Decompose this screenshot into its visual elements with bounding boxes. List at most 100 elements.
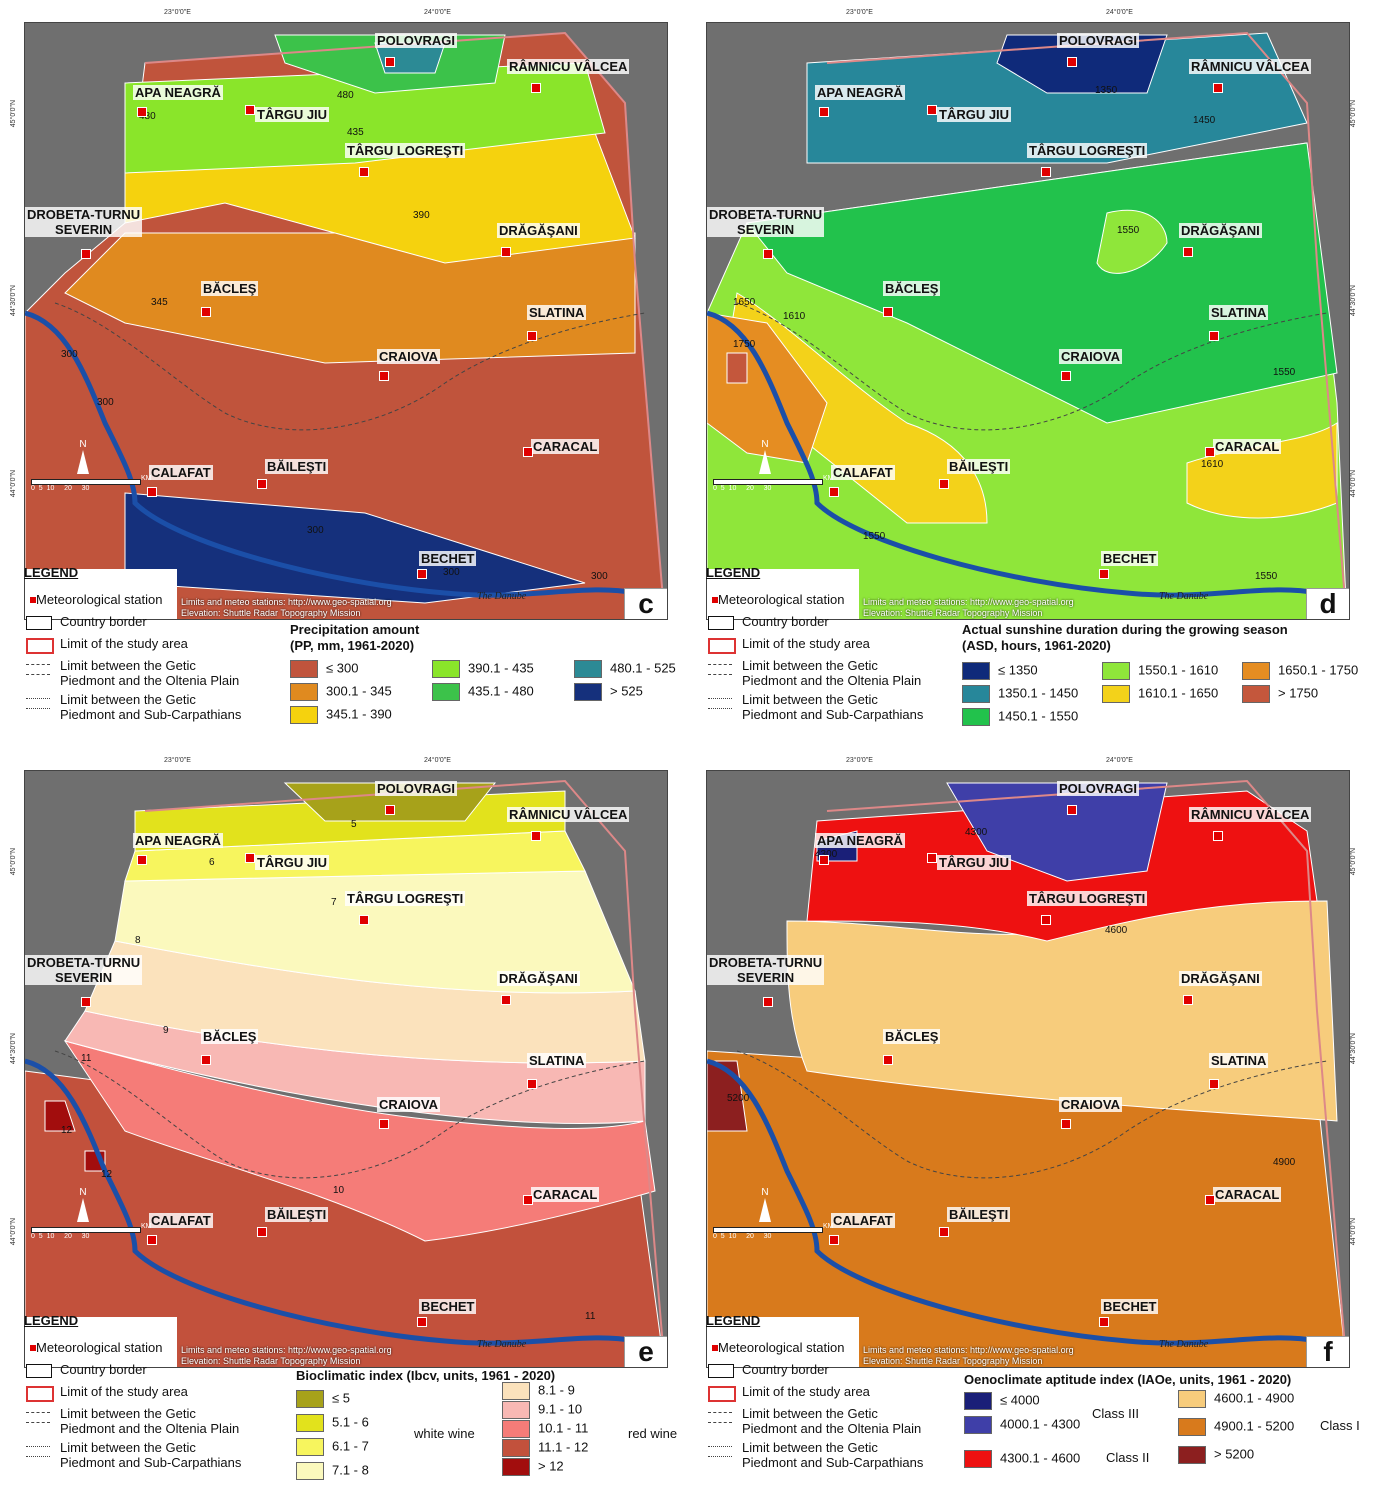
station-apa-e bbox=[137, 855, 147, 865]
label-drobeta-d: DROBETA-TURNU SEVERIN bbox=[707, 207, 825, 237]
label-calafat-c: CALAFAT bbox=[149, 465, 213, 480]
label-drobeta-d-1: DROBETA-TURNU bbox=[709, 207, 823, 222]
label-drobeta-e-2: SEVERIN bbox=[55, 970, 113, 985]
legend-title-c: LEGEND bbox=[24, 565, 79, 580]
label-ramnicu-e: RÂMNICU VÂLCEA bbox=[507, 807, 630, 822]
label-targujiu-e: TÂRGU JIU bbox=[255, 855, 330, 870]
north-arrow-icon-c bbox=[77, 450, 89, 474]
class-e-6-label: 10.1 - 11 bbox=[538, 1420, 589, 1436]
legend-limit-c: Limit of the study area bbox=[60, 636, 188, 651]
class-d-3-label: 1550.1 - 1610 bbox=[1138, 662, 1219, 678]
scale-unit-d: KM bbox=[823, 475, 834, 482]
source-d-1: Limits and meteo stations: http://www.ge… bbox=[863, 597, 1074, 607]
class-d-2-label: 1450.1 - 1550 bbox=[998, 708, 1079, 724]
legend-bg-e bbox=[25, 1317, 177, 1367]
legend-row-getic1-e: Limit between the Getic Piedmont and the … bbox=[24, 1406, 284, 1440]
iso-c-1: 435 bbox=[347, 127, 364, 138]
label-craiova-e: CRAIOVA bbox=[377, 1097, 440, 1112]
station-calafat-d bbox=[829, 487, 839, 497]
station-ramnicu-e bbox=[531, 831, 541, 841]
label-targujiu-f: TÂRGU JIU bbox=[937, 855, 1012, 870]
label-calafat-f: CALAFAT bbox=[831, 1213, 895, 1228]
class-title-e-1: Bioclimatic index (Ibcv, units, 1961 - 2… bbox=[296, 1368, 556, 1383]
legend-row-getic1-f: Limit between the Getic Piedmont and the … bbox=[706, 1406, 966, 1440]
label-caracal-f: CARACAL bbox=[1213, 1187, 1282, 1202]
class-d-2: 1450.1 - 1550 bbox=[962, 708, 1078, 726]
scale-bar-d bbox=[713, 479, 823, 485]
north-arrow-c: N bbox=[75, 439, 91, 474]
label-polovragi-e: POLOVRAGI bbox=[375, 781, 458, 796]
north-arrow-f: N bbox=[757, 1187, 773, 1222]
river-label-f: The Danube bbox=[1159, 1339, 1209, 1350]
class-e-3-label: 7.1 - 8 bbox=[332, 1462, 369, 1478]
station-ramnicu-c bbox=[531, 83, 541, 93]
scale-ticks-d: 0 5 10 20 30 bbox=[713, 485, 772, 492]
label-bechet-c: BECHET bbox=[419, 551, 477, 566]
station-bailesti-d bbox=[939, 479, 949, 489]
coord-top-24: 24°0'0"E bbox=[424, 9, 451, 16]
iso-e-5: 11 bbox=[81, 1053, 92, 1064]
label-bacles-d: BĂCLEŞ bbox=[883, 281, 941, 296]
legend-getic1b-f: Piedmont and the Oltenia Plain bbox=[742, 1421, 922, 1436]
label-polovragi-d: POLOVRAGI bbox=[1057, 33, 1140, 48]
north-label-e: N bbox=[79, 1187, 87, 1198]
class-c-3-label: 390.1 - 435 bbox=[468, 660, 534, 676]
source-e-2: Elevation: Shuttle Radar Topography Miss… bbox=[181, 1356, 361, 1366]
legend-getic2-e: Limit between the Getic Piedmont and Sub-… bbox=[60, 1440, 241, 1470]
coord-side-44: 44°0'0"N bbox=[10, 470, 17, 498]
iso-c-4: 300 bbox=[61, 349, 78, 360]
legend-row-limit-d: Limit of the study area bbox=[706, 636, 966, 658]
class-i-label: Class I bbox=[1320, 1418, 1360, 1433]
class-f-4: 4900.1 - 5200 bbox=[1178, 1418, 1294, 1436]
legend-station-d: Meteorological station bbox=[718, 592, 845, 607]
iso-d-9: 1550 bbox=[1255, 571, 1278, 582]
station-slatina-f bbox=[1209, 1079, 1219, 1089]
north-label-d: N bbox=[761, 439, 769, 450]
class-legend-c: Precipitation amount (PP, mm, 1961-2020)… bbox=[290, 622, 716, 724]
legend-bg-f bbox=[707, 1317, 859, 1367]
map-d: 1350 1450 1550 1650 1610 1750 1550 1610 … bbox=[706, 22, 1350, 620]
label-bechet-e: BECHET bbox=[419, 1299, 477, 1314]
label-caracal-c: CARACAL bbox=[531, 439, 600, 454]
scale-ticks-e: 0 5 10 20 30 bbox=[31, 1233, 90, 1240]
getic-plain-limit-icon bbox=[26, 1412, 50, 1423]
swatch-e-2 bbox=[296, 1438, 324, 1456]
swatch-e-4 bbox=[502, 1382, 530, 1400]
legend-row-country-d: Country border bbox=[706, 614, 966, 636]
class-f-2-label: 4300.1 - 4600 bbox=[1000, 1450, 1081, 1466]
study-limit-icon bbox=[708, 1386, 736, 1402]
station-bechet-d bbox=[1099, 569, 1109, 579]
getic-subcarpathians-limit-icon bbox=[708, 698, 732, 709]
swatch-f-5 bbox=[1178, 1446, 1206, 1464]
iso-c-8: 300 bbox=[591, 571, 608, 582]
legend-getic2b-e: Piedmont and Sub-Carpathians bbox=[60, 1455, 242, 1470]
swatch-c-0 bbox=[290, 660, 318, 678]
label-drobeta-e-1: DROBETA-TURNU bbox=[27, 955, 141, 970]
iso-f-4: 4300 bbox=[815, 849, 838, 860]
north-arrow-icon-f bbox=[759, 1198, 771, 1222]
iso-d-5: 1750 bbox=[733, 339, 756, 350]
legend-row-getic2-e: Limit between the Getic Piedmont and Sub-… bbox=[24, 1440, 284, 1474]
class-c-4-label: 435.1 - 480 bbox=[468, 683, 534, 699]
legend-country-f: Country border bbox=[742, 1362, 829, 1377]
legend-limit-f: Limit of the study area bbox=[742, 1384, 870, 1399]
station-ramnicu-f bbox=[1213, 831, 1223, 841]
label-dragasani-d: DRĂGĂŞANI bbox=[1179, 223, 1262, 238]
legend-title-e: LEGEND bbox=[24, 1313, 79, 1328]
legend-row-getic1-c: Limit between the Getic Piedmont and the … bbox=[24, 658, 284, 692]
river-label-c: The Danube bbox=[477, 591, 527, 602]
label-bailesti-f: BĂILEŞTI bbox=[947, 1207, 1011, 1222]
station-bechet-e bbox=[417, 1317, 427, 1327]
station-drobeta-e bbox=[81, 997, 91, 1007]
iso-d-8: 1550 bbox=[863, 531, 886, 542]
station-symbol-icon bbox=[712, 1345, 718, 1351]
iso-e-7: 12 bbox=[61, 1125, 73, 1136]
swatch-c-2 bbox=[290, 706, 318, 724]
label-caracal-e: CARACAL bbox=[531, 1187, 600, 1202]
legend-getic1a-e: Limit between the Getic bbox=[60, 1406, 196, 1421]
station-craiova-f bbox=[1061, 1119, 1071, 1129]
legend-limit-e: Limit of the study area bbox=[60, 1384, 188, 1399]
iso-d-2: 1550 bbox=[1117, 225, 1140, 236]
legend-bg-c bbox=[25, 569, 177, 619]
class-e-4-label: 8.1 - 9 bbox=[538, 1382, 575, 1398]
